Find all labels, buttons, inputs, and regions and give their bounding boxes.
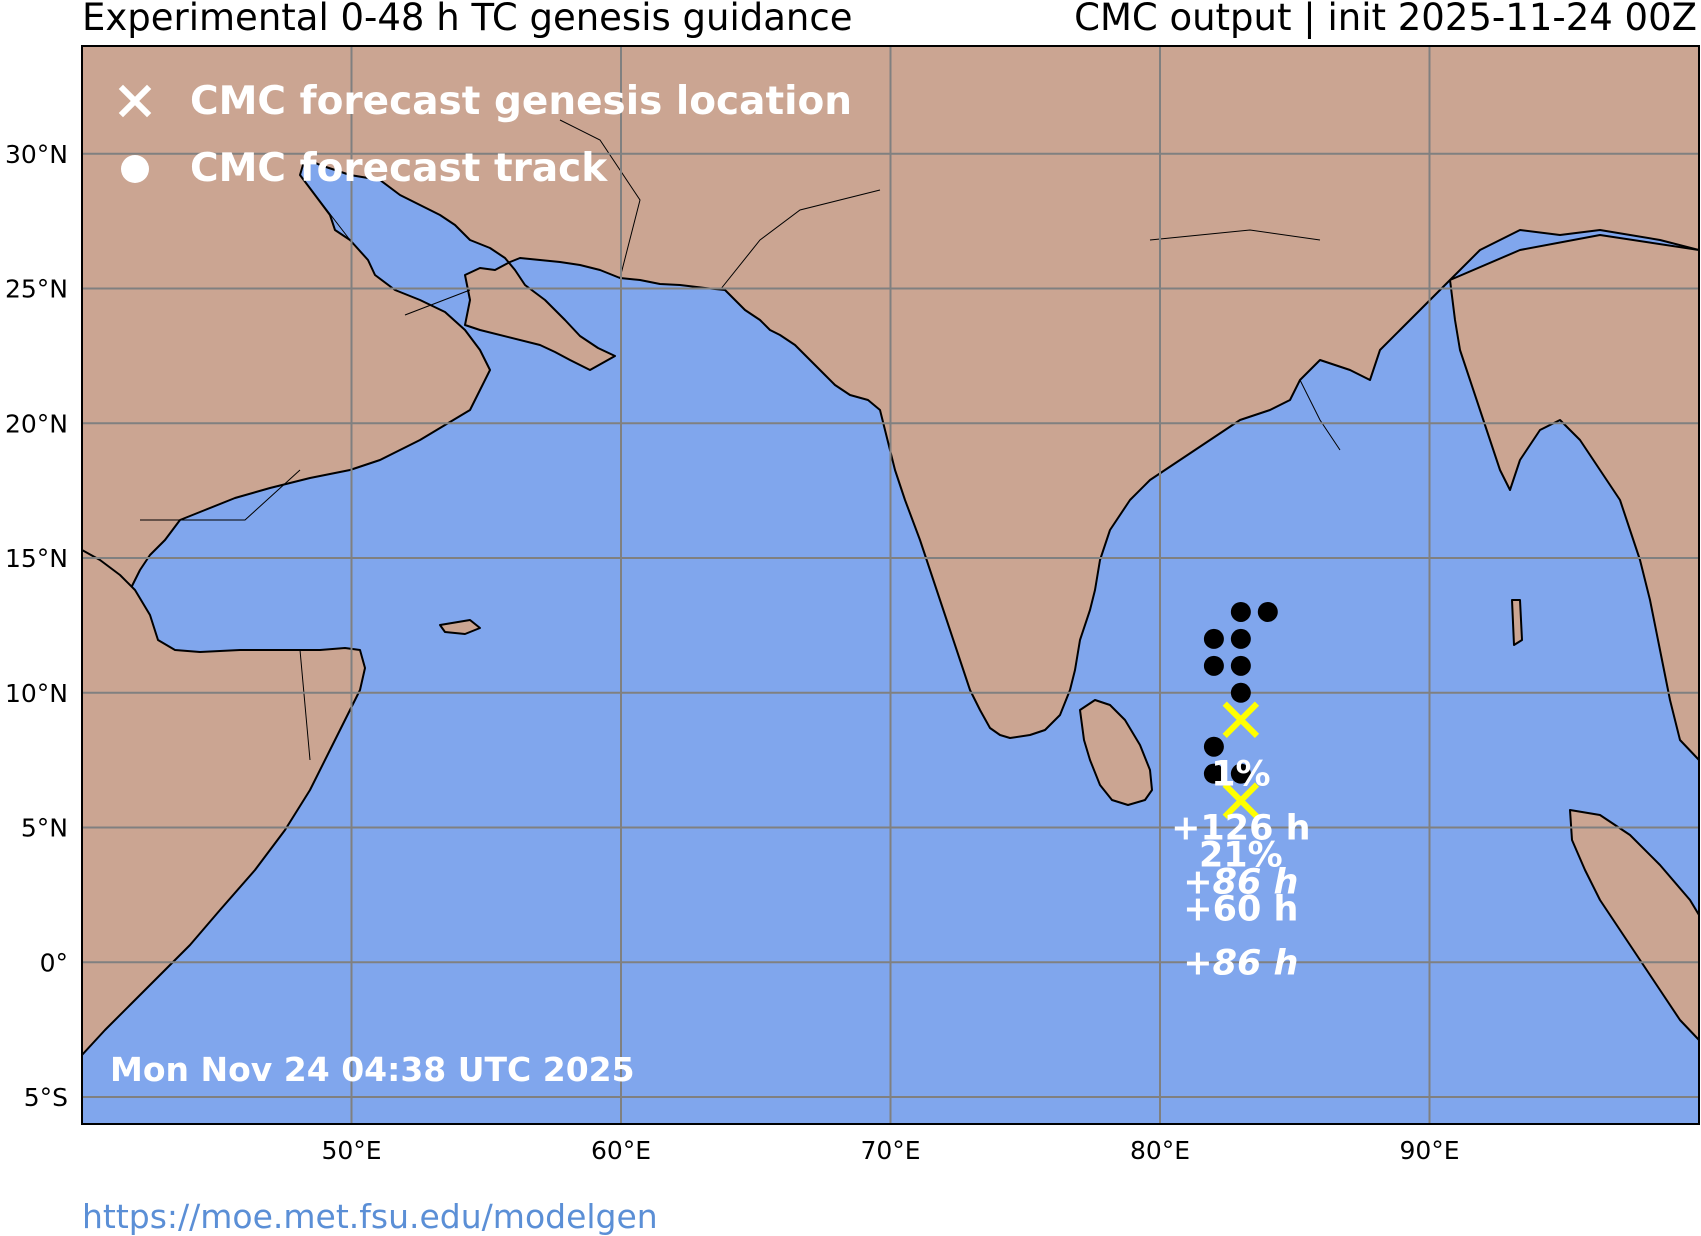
- lat-tick-label: 5°N: [21, 814, 68, 843]
- figure-title-right: CMC output | init 2025-11-24 00Z: [1074, 0, 1697, 39]
- legend-label-track: CMC forecast track: [190, 146, 608, 191]
- sumatra: [1569, 809, 1699, 1041]
- sri-lanka: [1079, 699, 1153, 806]
- longitude-tick-labels: 50°E 60°E 70°E 80°E 90°E: [321, 1136, 1459, 1165]
- legend-label-genesis: CMC forecast genesis location: [190, 79, 852, 124]
- genesis-marker-stroke: [1222, 782, 1260, 819]
- track-point: [1230, 763, 1251, 784]
- filled-circle-icon: [121, 155, 149, 183]
- lat-tick-label: 30°N: [5, 140, 68, 169]
- socotra: [439, 619, 481, 635]
- track-point: [1203, 655, 1224, 676]
- lon-tick-label: 80°E: [1130, 1136, 1190, 1165]
- lat-tick-label: 15°N: [5, 544, 68, 573]
- track-point: [1230, 655, 1251, 676]
- lat-tick-label: 0°: [40, 948, 68, 977]
- legend: CMC forecast genesis location CMC foreca…: [118, 79, 852, 191]
- track-point: [1203, 763, 1224, 784]
- storm-annotation-label: +86 h: [1183, 943, 1298, 983]
- lat-lon-gridlines: [82, 46, 1699, 1124]
- lon-tick-label: 50°E: [321, 1136, 381, 1165]
- lon-tick-label: 70°E: [860, 1136, 920, 1165]
- track-point: [1230, 628, 1251, 649]
- map-panel: 1%+126 h21%+86 h+60 h+86 h CMC forecast …: [81, 45, 1700, 1125]
- lat-tick-label: 10°N: [5, 679, 68, 708]
- figure-title-left: Experimental 0-48 h TC genesis guidance: [82, 0, 852, 39]
- genesis-markers: [1222, 701, 1260, 819]
- genesis-marker-stroke: [1222, 701, 1260, 738]
- africa-landmass: [82, 549, 366, 1056]
- storm-annotation-label: +60 h: [1183, 889, 1298, 929]
- storm-annotation-label: 1%: [1211, 755, 1270, 795]
- x-marker-icon: [118, 84, 152, 118]
- lat-tick-label: 5°S: [24, 1083, 68, 1112]
- track-point: [1257, 601, 1278, 622]
- lat-tick-label: 25°N: [5, 275, 68, 304]
- forecast-track: [1203, 601, 1278, 784]
- genesis-marker: [1222, 701, 1260, 738]
- southeast-asia-landmass: [1449, 234, 1699, 761]
- lat-tick-label: 20°N: [5, 409, 68, 438]
- track-point: [1230, 682, 1251, 703]
- latitude-tick-labels: 30°N 25°N 20°N 15°N 10°N 5°N 0° 5°S: [5, 140, 68, 1112]
- storm-annotation-label: 21%: [1199, 836, 1283, 876]
- track-point: [1230, 601, 1251, 622]
- track-point: [1203, 628, 1224, 649]
- track-point: [1203, 736, 1224, 757]
- storm-annotations: 1%+126 h21%+86 h+60 h+86 h: [1171, 755, 1311, 984]
- map-frame: [81, 45, 1700, 1125]
- genesis-marker: [1222, 782, 1260, 819]
- lon-tick-label: 60°E: [591, 1136, 651, 1165]
- generation-timestamp: Mon Nov 24 04:38 UTC 2025: [110, 1050, 635, 1089]
- andaman-islands: [1511, 599, 1523, 646]
- storm-annotation-label: +126 h: [1171, 809, 1311, 849]
- source-url-link[interactable]: https://moe.met.fsu.edu/modelgen: [82, 1197, 658, 1236]
- lon-tick-label: 90°E: [1399, 1136, 1459, 1165]
- storm-annotation-label: +86 h: [1183, 862, 1298, 902]
